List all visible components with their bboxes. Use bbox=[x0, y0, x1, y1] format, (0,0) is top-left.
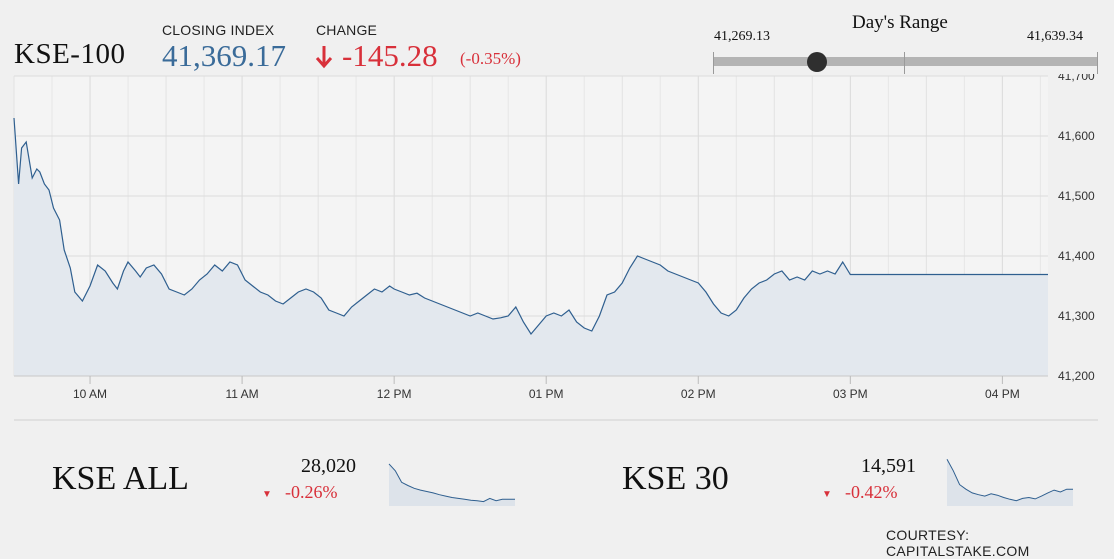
kse-all-value: 28,020 bbox=[301, 455, 356, 477]
x-tick-label: 12 PM bbox=[377, 387, 412, 401]
down-triangle-icon: ▼ bbox=[822, 489, 832, 500]
sparkline-area bbox=[389, 463, 515, 506]
x-tick-label: 11 AM bbox=[226, 387, 259, 401]
kse-all-name: KSE ALL bbox=[52, 460, 189, 497]
y-tick-label: 41,300 bbox=[1058, 309, 1095, 323]
closing-index-value: 41,369.17 bbox=[162, 38, 286, 73]
sparkline-area bbox=[947, 459, 1073, 506]
down-arrow-icon bbox=[315, 46, 333, 69]
down-triangle-icon: ▼ bbox=[262, 489, 272, 500]
day-range-title: Day's Range bbox=[852, 12, 948, 33]
x-tick-label: 03 PM bbox=[833, 387, 868, 401]
day-range-high: 41,639.34 bbox=[1027, 29, 1083, 44]
closing-index-label: CLOSING INDEX bbox=[162, 22, 275, 38]
series-area bbox=[14, 118, 1048, 376]
y-tick-label: 41,200 bbox=[1058, 369, 1095, 383]
day-range-tick-left bbox=[713, 52, 714, 74]
x-tick-label: 04 PM bbox=[985, 387, 1020, 401]
kse-30-name: KSE 30 bbox=[622, 460, 729, 497]
courtesy-credit: COURTESY: CAPITALSTAKE.COM bbox=[886, 527, 1030, 559]
day-range-low: 41,269.13 bbox=[714, 29, 770, 44]
day-range-tick-right bbox=[1097, 52, 1098, 74]
sparkline-line bbox=[946, 459, 1073, 502]
day-range-bar bbox=[713, 57, 1098, 66]
y-tick-label: 41,500 bbox=[1058, 189, 1095, 203]
y-tick-label: 41,400 bbox=[1058, 249, 1095, 263]
sparkline-line bbox=[388, 463, 515, 503]
kse-all-sparkline bbox=[388, 463, 515, 506]
x-tick-label: 01 PM bbox=[529, 387, 564, 401]
y-tick-label: 41,600 bbox=[1058, 129, 1095, 143]
series-line bbox=[13, 117, 1048, 336]
kse-30-sparkline bbox=[946, 459, 1073, 506]
intraday-chart: 10 AM 11 AM 12 PM 01 PM 02 PM 03 PM 04 PM 41,20… bbox=[13, 74, 1098, 421]
x-tick-label: 02 PM bbox=[681, 387, 716, 401]
kse-30-value: 14,591 bbox=[861, 455, 916, 477]
x-tick-label: 10 AM bbox=[73, 387, 107, 401]
change-value: -145.28 bbox=[342, 38, 438, 73]
change-percent: (-0.35%) bbox=[460, 49, 521, 68]
kse-all-change: -0.26% bbox=[285, 482, 338, 502]
index-symbol: KSE-100 bbox=[14, 38, 126, 70]
y-tick-label: 41,700 bbox=[1058, 74, 1095, 83]
change-label: CHANGE bbox=[316, 22, 378, 38]
day-range-current-marker bbox=[807, 52, 828, 72]
day-range-tick-mid bbox=[904, 52, 905, 74]
kse-30-change: -0.42% bbox=[845, 482, 898, 502]
